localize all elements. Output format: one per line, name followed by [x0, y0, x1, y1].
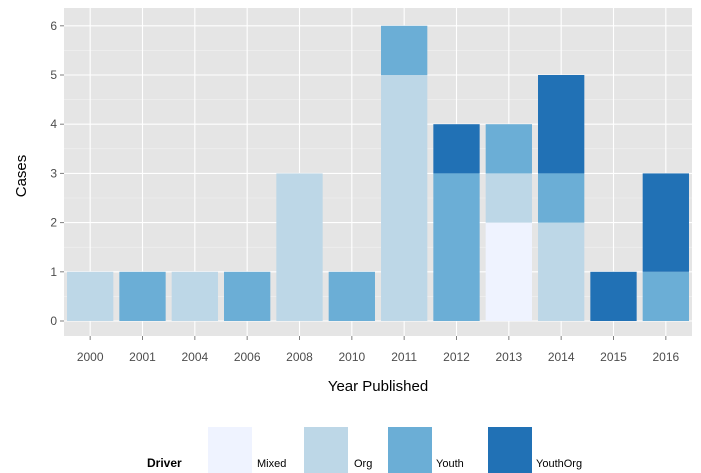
bar-segment-org-2004	[171, 271, 218, 321]
panel-background	[64, 8, 692, 336]
x-axis-ticks: 2000 2001 2004 2006 2008 2010 2011 2012 2013 2014…	[77, 336, 680, 364]
legend-key-mixed	[208, 427, 252, 473]
legend-label-youthorg: YouthOrg	[536, 458, 582, 470]
legend-label-youth: Youth	[436, 458, 464, 470]
x-tick-label: 2013	[495, 350, 522, 364]
y-tick-label: 5	[50, 68, 57, 82]
bar-segment-org-2011	[381, 75, 428, 321]
y-tick-label: 4	[50, 117, 57, 131]
x-tick-label: 2012	[443, 350, 470, 364]
y-tick-label: 0	[50, 314, 57, 328]
bar-segment-mixed-2013	[485, 222, 532, 321]
bar-segment-youth-2013	[485, 124, 532, 174]
bar-segment-youth-2016	[642, 271, 689, 321]
legend-key-youth	[388, 427, 432, 473]
x-tick-label: 2016	[652, 350, 679, 364]
x-tick-label: 2010	[338, 350, 365, 364]
bar-segment-org-2008	[276, 173, 323, 321]
bar-segment-youth-2011	[381, 25, 428, 75]
x-tick-label: 2015	[600, 350, 627, 364]
bar-segment-youth-2012	[433, 173, 480, 321]
y-tick-label: 3	[50, 166, 57, 180]
bar-segment-org-2014	[538, 222, 585, 321]
x-tick-label: 2004	[181, 350, 208, 364]
x-tick-label: 2006	[234, 350, 261, 364]
legend-key-youthorg	[488, 427, 532, 473]
x-tick-label: 2011	[391, 350, 417, 364]
bar-segment-org-2000	[67, 271, 114, 321]
bar-segment-youthorg-2014	[538, 75, 585, 174]
plot-panel	[64, 8, 692, 336]
y-axis-ticks: 0 1 2 3 4 5 6	[50, 19, 64, 328]
bar-segment-youth-2010	[328, 271, 375, 321]
bar-segment-youth-2001	[119, 271, 166, 321]
bar-segment-youthorg-2012	[433, 124, 480, 174]
x-tick-label: 2000	[77, 350, 104, 364]
y-tick-label: 1	[50, 265, 57, 279]
x-tick-label: 2014	[548, 350, 575, 364]
y-tick-label: 2	[50, 216, 57, 230]
y-tick-label: 6	[50, 19, 57, 33]
x-tick-label: 2008	[286, 350, 313, 364]
legend-title: Driver	[147, 456, 182, 470]
legend: Driver Mixed Org Youth YouthOrg	[147, 427, 582, 473]
bar-segment-youthorg-2016	[642, 173, 689, 272]
bar-segment-org-2013	[485, 173, 532, 223]
y-axis-title: Cases	[13, 155, 30, 198]
legend-label-mixed: Mixed	[257, 458, 286, 470]
bar-segment-youth-2014	[538, 173, 585, 223]
legend-key-org	[304, 427, 348, 473]
bar-segment-youth-2006	[224, 271, 271, 321]
x-tick-label: 2001	[129, 350, 156, 364]
bar-segment-youthorg-2015	[590, 271, 637, 321]
legend-label-org: Org	[354, 458, 372, 470]
x-axis-title: Year Published	[328, 378, 428, 395]
